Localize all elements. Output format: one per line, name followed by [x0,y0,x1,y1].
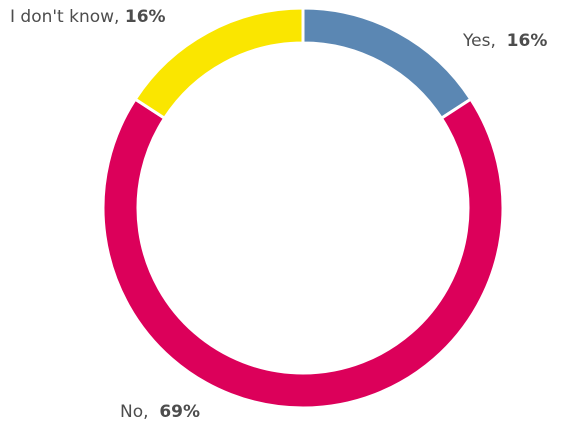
slice-label-yes-category: Yes, [463,31,496,51]
slice-label-yes: Yes, 16% [463,31,547,51]
slice-label-idk: I don't know, 16% [10,7,166,27]
slice-label-no: No, 69% [120,402,200,422]
slice-label-no-category: No, [120,402,149,422]
slice-label-no-value: 69% [159,402,201,422]
donut-slice-no [101,97,505,410]
slice-label-yes-value: 16% [506,31,548,51]
donut-slice-yes [301,6,473,121]
slice-label-idk-category: I don't know, [10,7,120,27]
donut-slice-i-don-t-know [133,6,305,121]
slice-label-idk-value: 16% [124,7,166,27]
